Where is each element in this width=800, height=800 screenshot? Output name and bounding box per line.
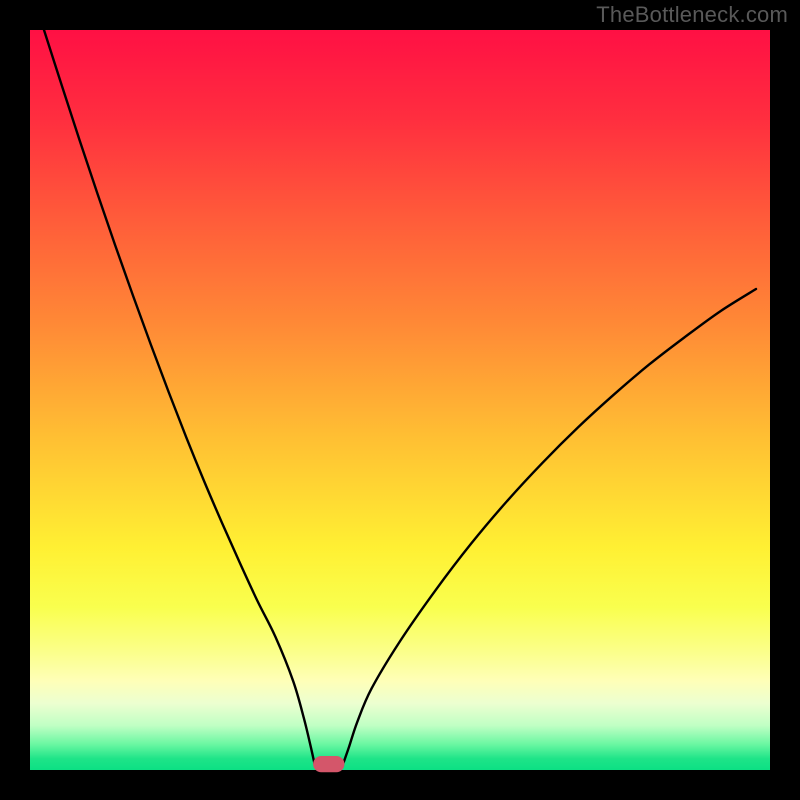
optimal-point-marker <box>313 756 344 772</box>
bottleneck-curve-chart <box>0 0 800 800</box>
chart-plot-bg <box>30 30 770 770</box>
chart-container: TheBottleneck.com <box>0 0 800 800</box>
